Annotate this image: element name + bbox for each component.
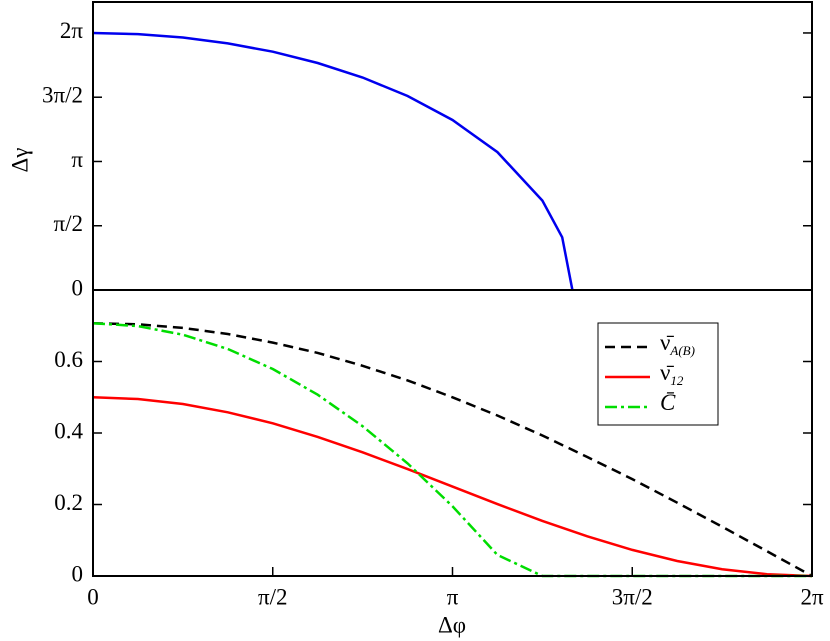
series-line [92, 321, 812, 578]
x-tick-label: 0 [87, 584, 99, 609]
plot-frame [92, 1, 813, 291]
series-line [92, 396, 813, 578]
y-tick-label: 0.2 [54, 490, 83, 515]
y-tick-label: 0.4 [54, 418, 83, 443]
series-line [92, 321, 813, 578]
legend-box [597, 322, 719, 426]
legend-name: C̄ [660, 390, 676, 415]
y-tick-label: 0 [72, 561, 84, 586]
legend-subscript: 12 [670, 373, 684, 388]
y-tick-label: 0 [72, 275, 84, 300]
x-tick-label: π [447, 584, 459, 609]
x-tick-label: 3π/2 [612, 584, 653, 609]
y-tick-label: 2π [60, 18, 84, 43]
series-line [92, 31, 574, 291]
y-axis-title: Δγ [7, 148, 32, 173]
legend-subscript: A(B) [669, 343, 695, 358]
y-tick-label: π [71, 147, 83, 172]
x-tick-label: π/2 [258, 584, 288, 609]
plot-frame [92, 289, 813, 577]
y-tick-label: 0.6 [54, 347, 83, 372]
y-tick-label: 3π/2 [42, 83, 83, 108]
legend-label: C̄ [660, 390, 676, 415]
x-axis-title: Δφ [438, 612, 466, 637]
x-tick-label: 2π [800, 584, 824, 609]
y-tick-label: π/2 [53, 211, 83, 236]
